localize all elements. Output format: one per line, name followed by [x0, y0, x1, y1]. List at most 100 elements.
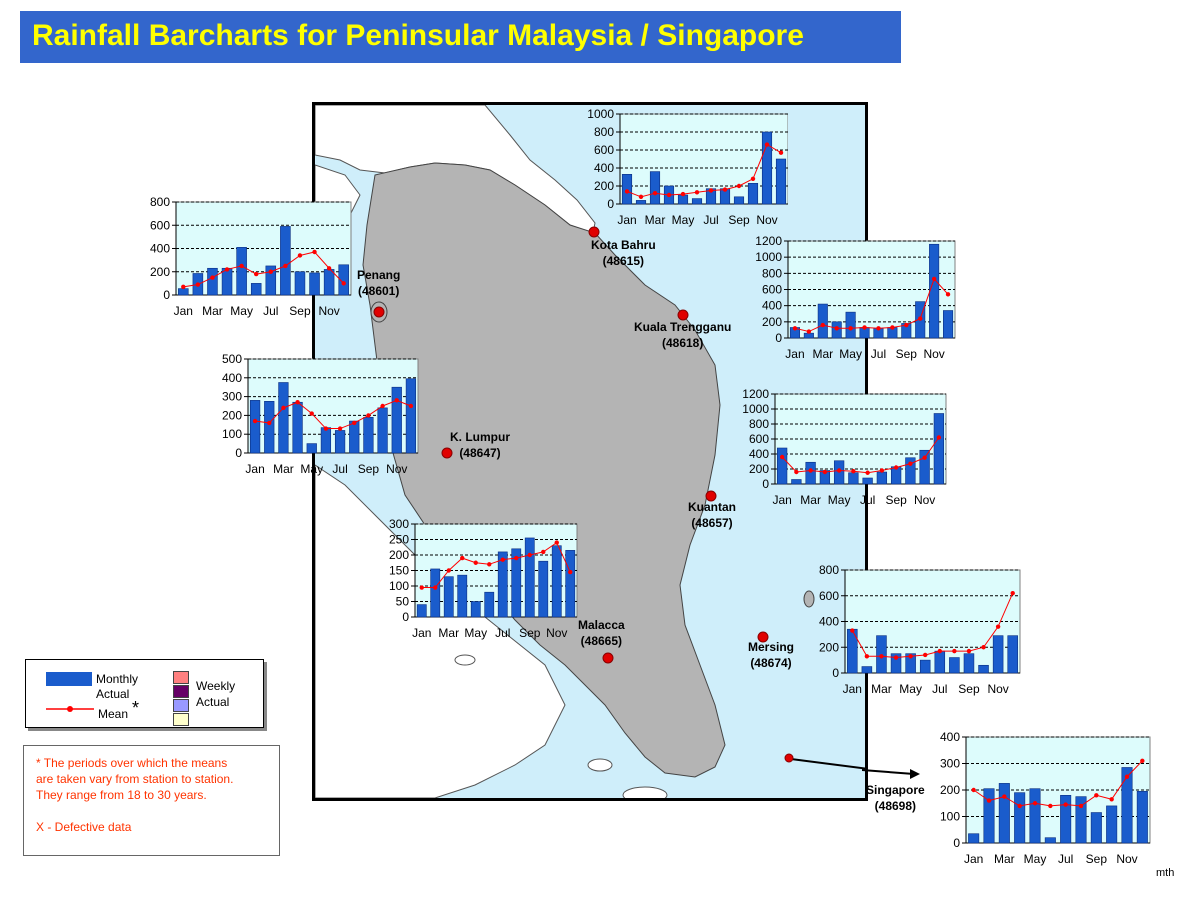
bar-jun — [848, 472, 859, 485]
station-dot-mersing — [757, 631, 769, 643]
mean-point-may — [680, 191, 686, 197]
x-tick-label: Mar — [202, 304, 223, 318]
y-tick-label: 400 — [150, 242, 170, 256]
y-tick-label: 0 — [832, 666, 839, 680]
weekly-swatch-4 — [173, 713, 189, 726]
sumatra-landmass — [315, 464, 566, 798]
mean-point-dec — [1140, 758, 1145, 764]
legend-mean-label: Mean — [98, 707, 129, 721]
x-tick-label: Jan — [617, 213, 636, 227]
bar-mar — [207, 267, 218, 296]
y-tick-label: 1000 — [587, 107, 614, 121]
mean-point-sep — [1094, 793, 1099, 798]
mean-point-jun — [487, 562, 492, 567]
y-tick-label: 100 — [389, 579, 409, 593]
footnote-line-2: are taken vary from station to station. — [36, 772, 234, 786]
mean-point-feb — [638, 194, 644, 199]
month-axis-label: mth — [1156, 867, 1175, 879]
station-label-kualatrengganu: Kuala Trengganu (48618) — [634, 319, 731, 351]
bar-sep — [294, 271, 306, 296]
bar-sep — [524, 537, 535, 618]
legend-asterisk: * — [132, 698, 140, 718]
x-tick-label: Jul — [703, 213, 718, 227]
mean-point-oct — [1109, 797, 1114, 802]
x-tick-label: Jan — [843, 682, 862, 696]
mean-point-sep — [736, 183, 742, 189]
x-tick-label: May — [672, 213, 695, 227]
bar-mar — [817, 303, 828, 339]
station-code: (48674) — [750, 656, 792, 670]
mean-point-jul — [865, 470, 870, 475]
chart-svg-kotabahru: 0 200 400 600 800 1000 Jan Mar May Jul Sep Nov — [587, 107, 789, 227]
mean-point-mar — [879, 654, 884, 659]
y-tick-label: 200 — [762, 315, 782, 329]
station-code: (48618) — [661, 336, 704, 350]
y-tick-label: 100 — [222, 427, 242, 441]
mean-point-jun — [862, 325, 867, 330]
x-tick-label: Jul — [860, 493, 875, 507]
station-label-kotabahru: Kota Bahru (48615) — [591, 237, 656, 269]
chart-penang: 0 200 400 600 800 Jan Mar May Jul Sep Nov — [134, 194, 359, 334]
bar-jan — [249, 400, 261, 454]
mean-point-aug — [283, 263, 288, 269]
bar-mar — [278, 382, 289, 454]
station-code: (48647) — [459, 446, 501, 460]
bar-jan — [776, 447, 788, 485]
mean-line — [851, 592, 1014, 659]
mean-point-aug — [1078, 803, 1084, 809]
x-tick-label: Mar — [871, 682, 892, 696]
mean-point-jul — [876, 326, 881, 331]
bar-dec — [1136, 791, 1148, 844]
y-tick-label: 100 — [940, 810, 960, 824]
x-tick-label: Nov — [386, 462, 407, 476]
mean-point-jul — [708, 188, 714, 193]
bar-aug — [1075, 796, 1087, 844]
bar-aug — [876, 471, 888, 485]
mean-point-jan — [971, 787, 976, 793]
x-tick-label: Sep — [289, 304, 311, 318]
station-dot-klumpur — [441, 447, 453, 459]
mean-line — [421, 541, 571, 589]
x-tick-label: Sep — [728, 213, 750, 227]
mean-point-apr — [295, 400, 300, 405]
bar-jun — [691, 198, 703, 205]
mean-point-jul — [268, 269, 273, 274]
y-tick-label: 0 — [607, 197, 614, 211]
bar-may — [677, 194, 689, 205]
bar-jan — [621, 174, 633, 205]
mean-point-oct — [918, 316, 923, 321]
bar-jul — [497, 551, 508, 618]
y-tick-label: 600 — [749, 432, 769, 446]
chart-svg-klumpur: 0 100 200 300 400 500 Jan Mar May Jul Sep Nov — [222, 352, 419, 476]
mean-point-jan — [181, 284, 186, 290]
mean-point-nov — [394, 398, 399, 403]
station-name: Kuantan — [688, 500, 736, 514]
y-tick-label: 800 — [749, 417, 769, 431]
chart-mersing: 0 200 400 600 800 Jan Mar May Jul Sep Nov — [800, 563, 1025, 705]
y-tick-label: 600 — [762, 283, 782, 297]
bar-jul — [265, 265, 277, 296]
mean-point-sep — [366, 413, 371, 418]
mean-line — [183, 251, 345, 288]
bar-oct — [309, 272, 320, 296]
x-tick-label: Mar — [438, 626, 459, 640]
x-tick-label: Jul — [263, 304, 278, 318]
x-tick-label: Mar — [994, 852, 1015, 866]
small-island-1 — [587, 758, 613, 772]
mean-point-jun — [851, 469, 856, 474]
x-tick-label: Jul — [495, 626, 510, 640]
station-code: (48657) — [691, 516, 733, 530]
mean-point-oct — [908, 461, 913, 466]
x-tick-label: Sep — [358, 462, 380, 476]
legend-bar-swatch — [46, 672, 92, 686]
legend-weekly-actual-label: Weekly Actual — [196, 679, 236, 709]
bar-dec — [405, 378, 417, 454]
station-name: K. Lumpur — [450, 430, 510, 444]
station-name: Mersing — [748, 640, 795, 654]
x-tick-label: Jul — [332, 462, 347, 476]
mean-point-mar — [1002, 794, 1007, 799]
mean-point-sep — [527, 552, 532, 558]
y-tick-label: 400 — [749, 447, 769, 461]
x-tick-label: May — [230, 304, 253, 318]
bar-jan — [178, 288, 189, 296]
